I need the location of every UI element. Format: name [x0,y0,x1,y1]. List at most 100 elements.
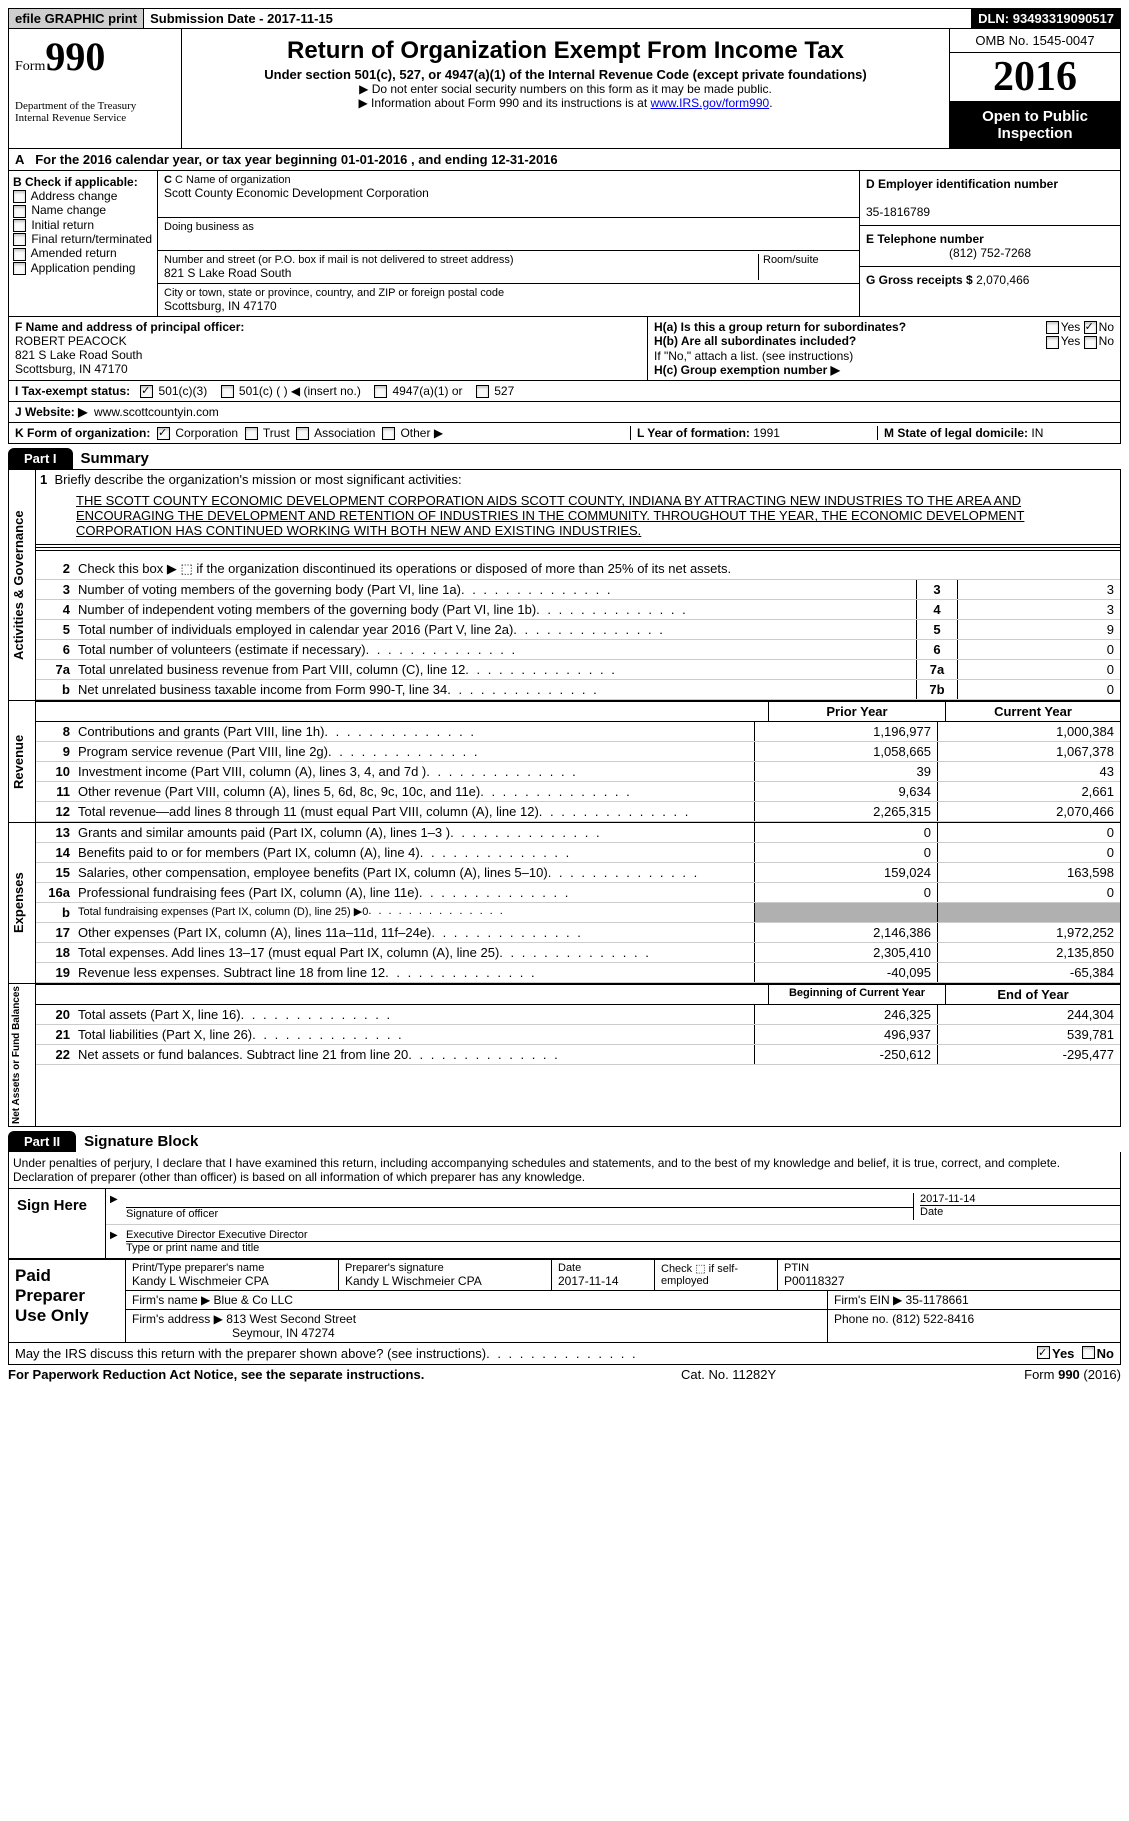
chk-association[interactable] [296,427,309,440]
chk-name-change[interactable]: Name change [13,203,153,217]
opt-other: Other ▶ [400,426,443,440]
chk-address-change[interactable]: Address change [13,189,153,203]
gross-value: 2,070,466 [976,273,1029,287]
chk-amended-return[interactable]: Amended return [13,246,153,260]
firm-phone-label: Phone no. [834,1312,892,1326]
summary-line: 14Benefits paid to or for members (Part … [36,843,1120,863]
officer-name: ROBERT PEACOCK [15,334,641,348]
firm-name-label: Firm's name ▶ [132,1293,214,1307]
summary-line: 9Program service revenue (Part VIII, lin… [36,742,1120,762]
chk-501c[interactable] [221,385,234,398]
summary-line: 17Other expenses (Part IX, column (A), l… [36,923,1120,943]
l-label: L Year of formation: [637,426,753,440]
revenue-col-headers: Prior Year Current Year [36,701,1120,722]
header-left: Form990 Department of the Treasury Inter… [9,29,182,148]
officer-box: F Name and address of principal officer:… [9,317,648,380]
org-name-label: C C Name of organization [164,174,853,186]
summary-line: 4Number of independent voting members of… [36,600,1120,620]
submission-date-cell: Submission Date - 2017-11-15 [144,9,972,28]
efile-print-button[interactable]: efile GRAPHIC print [9,9,144,28]
h-b-yes-lbl: Yes [1061,334,1081,348]
dln-value: 93493319090517 [1013,11,1114,26]
firm-phone-value: (812) 522-8416 [892,1312,974,1326]
summary-line: 6Total number of volunteers (estimate if… [36,640,1120,660]
sign-here-label: Sign Here [9,1189,105,1258]
dln-cell: DLN: 93493319090517 [972,9,1120,28]
discuss-no-checkbox[interactable] [1082,1346,1095,1359]
part1-body: Activities & Governance 1 Briefly descri… [8,469,1121,701]
prep-print-label: Print/Type preparer's name [132,1262,332,1274]
prep-sig-label: Preparer's signature [345,1262,545,1274]
chk-corporation[interactable] [157,427,170,440]
ptin-label: PTIN [784,1262,1114,1274]
ein-row: D Employer identification number 35-1816… [860,171,1120,226]
chk-name-change-lbl: Name change [31,203,106,217]
h-b-yes-checkbox[interactable] [1046,336,1059,349]
summary-line: 22Net assets or fund balances. Subtract … [36,1045,1120,1065]
h-b-no-lbl: No [1099,334,1114,348]
row-j-website: J Website: ▶ www.scottcountyin.com [8,402,1121,423]
line1-num: 1 [40,472,47,487]
header-right: OMB No. 1545-0047 2016 Open to Public In… [949,29,1120,148]
dba-row: Doing business as [158,218,859,251]
chk-initial-return-lbl: Initial return [31,218,94,232]
net-section: Net Assets or Fund Balances Beginning of… [8,984,1121,1127]
chk-application-pending[interactable]: Application pending [13,261,153,275]
firm-addr1: 813 West Second Street [226,1312,356,1326]
org-name: Scott County Economic Development Corpor… [164,186,853,200]
form-note-2: ▶ Information about Form 990 and its ins… [188,96,943,110]
street-value: 821 S Lake Road South [164,266,758,280]
current-year-header: Current Year [945,702,1120,721]
chk-4947[interactable] [374,385,387,398]
submission-date: 2017-11-15 [267,11,333,26]
summary-line: 12Total revenue—add lines 8 through 11 (… [36,802,1120,822]
row-k-form-org: K Form of organization: Corporation Trus… [8,423,1121,444]
chk-trust[interactable] [245,427,258,440]
note2-prefix: ▶ Information about Form 990 and its ins… [358,96,650,110]
h-a-no-checkbox[interactable] [1084,321,1097,334]
org-name-row: C C Name of organization Scott County Ec… [158,171,859,218]
opt-501c3: 501(c)(3) [159,384,208,398]
summary-line: 16aProfessional fundraising fees (Part I… [36,883,1120,903]
irs-instructions-link[interactable]: www.IRS.gov/form990 [650,96,769,110]
discuss-yes-checkbox[interactable] [1037,1346,1050,1359]
h-a-label: H(a) Is this a group return for subordin… [654,320,906,334]
m-value: IN [1031,426,1043,440]
chk-501c3[interactable] [140,385,153,398]
h-b-no-checkbox[interactable] [1084,336,1097,349]
h-b-label: H(b) Are all subordinates included? [654,334,856,348]
chk-527[interactable] [476,385,489,398]
revenue-section: Revenue Prior Year Current Year 8Contrib… [8,701,1121,823]
sig-officer-label: Signature of officer [126,1208,913,1220]
opt-corp: Corporation [175,426,238,440]
summary-line: 5Total number of individuals employed in… [36,620,1120,640]
chk-initial-return[interactable]: Initial return [13,218,153,232]
chk-address-change-lbl: Address change [31,189,118,203]
phone-label: E Telephone number [866,232,1114,246]
form-word: Form [15,59,45,74]
chk-application-pending-lbl: Application pending [31,261,136,275]
summary-line: 11Other revenue (Part VIII, column (A), … [36,782,1120,802]
chk-final-return[interactable]: Final return/terminated [13,232,153,246]
omb-number: OMB No. 1545-0047 [950,29,1120,53]
h-a-no-lbl: No [1099,320,1114,334]
top-bar: efile GRAPHIC print Submission Date - 20… [8,8,1121,29]
firm-addr-label: Firm's address ▶ [132,1312,226,1326]
room-label: Room/suite [763,254,853,266]
net-col-headers: Beginning of Current Year End of Year [36,984,1120,1005]
summary-line: bTotal fundraising expenses (Part IX, co… [36,903,1120,923]
part1-title: Summary [81,450,149,467]
submission-label: Submission Date - [150,11,267,26]
officer-addr1: 821 S Lake Road South [15,348,641,362]
form-number: 990 [45,34,105,79]
h-a-yes-checkbox[interactable] [1046,321,1059,334]
summary-line: 2Check this box ▶ ⬚ if the organization … [36,559,1120,580]
city-label: City or town, state or province, country… [164,287,853,299]
footer-paperwork: For Paperwork Reduction Act Notice, see … [8,1367,681,1382]
col-d: D Employer identification number 35-1816… [860,171,1120,316]
opt-assoc: Association [314,426,375,440]
expenses-section: Expenses 13Grants and similar amounts pa… [8,823,1121,984]
chk-other[interactable] [382,427,395,440]
f-label: F Name and address of principal officer: [15,320,244,334]
form-note-1: ▶ Do not enter social security numbers o… [188,82,943,96]
